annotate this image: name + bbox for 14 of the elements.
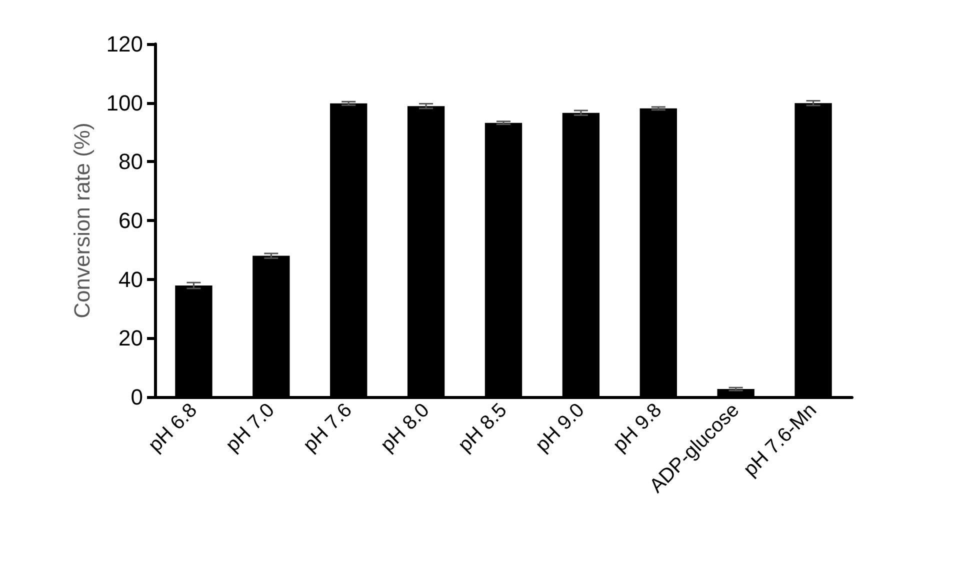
y-tick-label: 100 xyxy=(106,90,143,116)
y-tick-label: 60 xyxy=(118,208,143,233)
x-tick-label: pH 8.5 xyxy=(454,399,512,456)
y-tick-label: 40 xyxy=(118,266,143,292)
x-tick-label: pH 7.0 xyxy=(222,399,279,456)
y-tick-label: 20 xyxy=(118,326,143,351)
x-tick-label: pH 7.6 xyxy=(299,399,356,456)
x-tick-label: pH 8.0 xyxy=(376,399,434,456)
y-tick-label: 120 xyxy=(106,32,143,56)
y-axis-title: Conversion rate (%) xyxy=(70,122,94,318)
x-tick-label: pH 6.8 xyxy=(144,399,202,456)
x-tick-label: pH 9.0 xyxy=(532,399,589,456)
y-tick-label: 0 xyxy=(130,384,143,410)
y-tick-label: 80 xyxy=(118,149,143,174)
